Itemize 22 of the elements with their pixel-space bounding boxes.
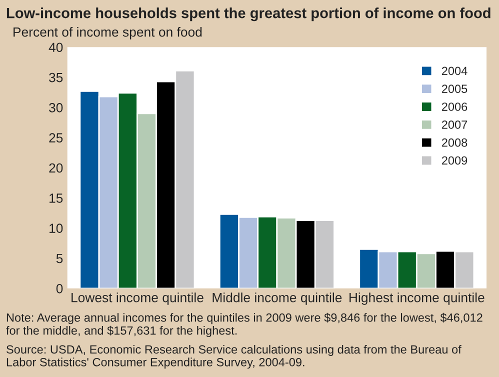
y-tick-label: 25 — [49, 133, 63, 143]
legend-label: 2005 — [442, 84, 468, 94]
x-tick-label: Highest income quintile — [350, 292, 484, 305]
y-tick-label: 40 — [48, 42, 63, 52]
source-note: Source: USDA, Economic Research Service calculations using data from the Bureau of Labor Statistics' Consumer Expenditure Survey, 2004-09. — [6, 344, 462, 369]
y-tick-label: 10 — [50, 224, 63, 233]
y-axis-title: Percent of income spent on food — [14, 27, 202, 40]
legend-label: 2009 — [442, 156, 468, 165]
x-tick-label: Lowest income quintile — [72, 292, 204, 305]
legend-label: 2007 — [442, 120, 468, 129]
text: Note: Average annual incomes for the quintiles in 2009 were $9,846 for the lowest, $46,012 for the middle, and $157,631 for the highest. — [6, 312, 482, 338]
chart-title: Low-income households spent the greatest portion of income on food — [6, 7, 490, 22]
y-tick-label: 20 — [49, 163, 63, 173]
legend-label: 2006 — [442, 102, 468, 111]
y-tick-label: 30 — [49, 103, 63, 112]
y-tick-label: 35 — [49, 72, 63, 82]
y-tick-label: 5 — [56, 254, 63, 264]
legend-label: 2004 — [442, 66, 468, 76]
x-tick-label: Middle income quintile — [212, 292, 342, 305]
y-tick-label: 0 — [56, 284, 63, 294]
legend-label: 2008 — [442, 138, 468, 147]
y-tick-label: 15 — [50, 194, 63, 203]
